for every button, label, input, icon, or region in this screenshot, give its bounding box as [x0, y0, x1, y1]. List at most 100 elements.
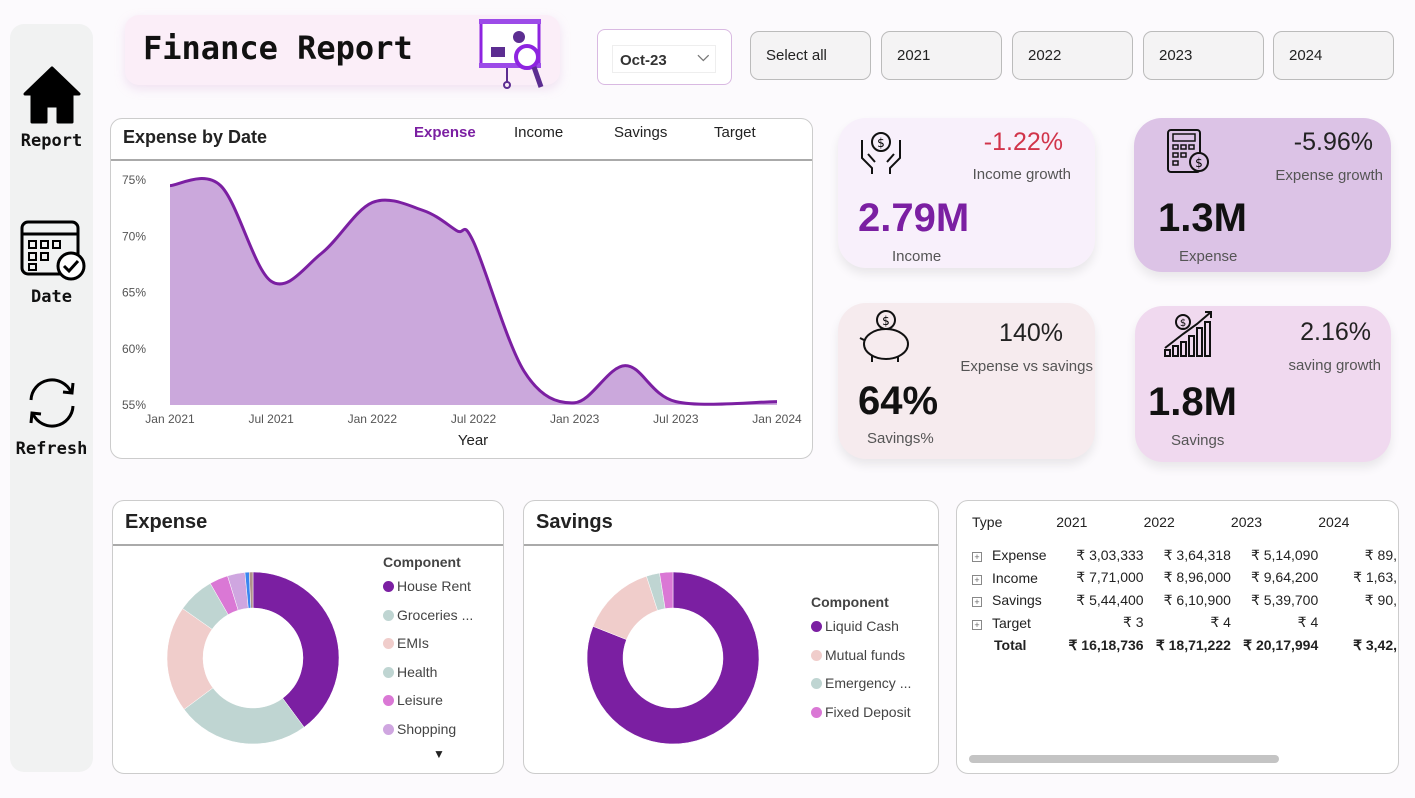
legend-item[interactable]: Leisure: [383, 692, 473, 721]
chart-title: Expense by Date: [123, 127, 268, 147]
year-2022-button[interactable]: 2022: [1012, 31, 1133, 80]
header-2023: 2023: [1230, 514, 1263, 530]
hands-coin-icon: $: [861, 132, 901, 174]
legend-label: Leisure: [397, 692, 443, 708]
legend-item[interactable]: Mutual funds: [811, 647, 911, 676]
legend-item[interactable]: Shopping: [383, 721, 473, 750]
growth-chart-dollar-icon: $: [1164, 311, 1212, 357]
expense-growth-label: Expense growth: [1275, 167, 1383, 184]
legend-swatch: [383, 695, 394, 706]
matrix-table: Type 2021 2022 2023 2024 + Expense ₹ 3,03,…: [972, 514, 1397, 657]
savings-legend: Component Liquid Cash Mutual funds Emergen…: [811, 594, 911, 732]
cell-value: ₹ 3: [1123, 614, 1144, 631]
row-type: Expense: [992, 547, 1047, 564]
saving-growth-label: saving growth: [1288, 357, 1381, 374]
svg-text:$: $: [877, 136, 885, 150]
expand-icon[interactable]: +: [972, 597, 982, 608]
cell-value: ₹ 3,64,318: [1163, 546, 1231, 563]
cell-value: ₹ 4: [1297, 614, 1319, 631]
savings-donut-title: Savings: [536, 511, 613, 533]
cell-value: ₹ 89,: [1364, 546, 1397, 563]
expand-icon[interactable]: +: [972, 619, 982, 630]
tab-target[interactable]: Target: [714, 124, 756, 141]
legend-label: Mutual funds: [825, 646, 906, 663]
legend-item[interactable]: EMIs: [383, 635, 473, 664]
kpi-income-card: $ -1.22% Income growth 2.79M Income: [838, 118, 1095, 268]
home-icon: [23, 66, 80, 124]
legend-item[interactable]: Emergency ...: [811, 675, 911, 704]
expand-icon[interactable]: +: [972, 552, 982, 563]
legend-title: Component: [811, 594, 889, 610]
cell-value: ₹ 3,03,333: [1076, 546, 1144, 563]
horizontal-scrollbar[interactable]: [969, 755, 1279, 763]
row-type: Target: [992, 614, 1031, 631]
divider: [111, 159, 812, 161]
total-value: ₹ 16,18,736: [1068, 636, 1144, 653]
savings-value: 1.8M: [1148, 380, 1237, 424]
income-growth-label: Income growth: [972, 166, 1071, 183]
legend-label: Health: [397, 663, 438, 680]
expand-icon[interactable]: +: [972, 574, 982, 585]
year-2024-button[interactable]: 2024: [1273, 31, 1394, 80]
legend-scroll-down-icon[interactable]: ▼: [433, 747, 445, 761]
income-growth-value: -1.22%: [983, 128, 1063, 156]
nav-date-label: Date: [31, 287, 72, 307]
expense-legend: Component House Rent Groceries ... EMIs Hea…: [383, 554, 473, 749]
nav-date[interactable]: Date: [10, 214, 93, 307]
chevron-down-icon: ⌵: [697, 48, 709, 65]
date-dropdown[interactable]: Oct-23 ⌵: [612, 45, 716, 73]
income-value: 2.79M: [858, 196, 970, 240]
total-value: ₹ 20,17,994: [1243, 636, 1319, 653]
cell-value: ₹ 1,63,: [1353, 569, 1397, 586]
header-2021: 2021: [1056, 514, 1088, 530]
legend-swatch: [383, 609, 394, 621]
date-slicer[interactable]: Oct-23 ⌵: [597, 29, 732, 85]
tab-savings[interactable]: Savings: [614, 124, 668, 141]
kpi-savings-card: $ 2.16% saving growth 1.8M Savings: [1135, 306, 1391, 462]
header-2022: 2022: [1143, 514, 1175, 530]
piggy-bank-icon: $: [859, 310, 909, 362]
legend-item[interactable]: Groceries ...: [383, 607, 473, 636]
row-label: + Income: [972, 567, 1056, 590]
svg-text:$: $: [1195, 156, 1203, 170]
table-row: + Income ₹ 7,71,000 ₹ 8,96,000 ₹ 9,64,200 ₹ 1…: [972, 567, 1397, 590]
nav-refresh[interactable]: Refresh: [10, 372, 93, 459]
header-2024: 2024: [1318, 514, 1350, 530]
legend-title: Component: [383, 554, 461, 570]
row-type: Savings: [992, 592, 1042, 609]
svg-text:$: $: [1180, 318, 1186, 329]
legend-label: Fixed Deposit: [825, 703, 911, 720]
nav-refresh-label: Refresh: [15, 439, 88, 459]
legend-label: House Rent: [397, 578, 471, 594]
total-value: ₹ 18,71,222: [1155, 636, 1231, 653]
kpi-savings-pct-card: $ 140% Expense vs savings 64% Savings%: [838, 303, 1095, 459]
year-select-all-button[interactable]: Select all: [750, 31, 871, 80]
svg-text:$: $: [882, 314, 890, 328]
row-type: Income: [992, 569, 1038, 586]
side-nav: Report Date Refresh: [10, 24, 93, 772]
expense-label: Expense: [1179, 248, 1238, 265]
legend-item[interactable]: Fixed Deposit: [811, 704, 911, 733]
savings-donut-card: Savings Component Liquid Cash Mutual fund…: [523, 500, 939, 774]
cell-value: ₹ 9,64,200: [1250, 569, 1319, 586]
cell-value: ₹ 6,10,900: [1163, 591, 1231, 608]
legend-item[interactable]: Health: [383, 664, 473, 693]
expense-value: 1.3M: [1158, 196, 1247, 240]
savings-pct-label: Savings%: [867, 430, 934, 447]
nav-report[interactable]: Report: [10, 64, 93, 151]
legend-swatch: [811, 678, 822, 689]
nav-report-label: Report: [20, 131, 83, 151]
legend-swatch: [811, 706, 822, 718]
divider: [113, 544, 503, 546]
legend-item[interactable]: Liquid Cash: [811, 618, 911, 647]
year-2023-button[interactable]: 2023: [1143, 31, 1264, 80]
legend-swatch: [383, 581, 394, 592]
legend-item[interactable]: House Rent: [383, 578, 473, 607]
cell-value: ₹ 5,44,400: [1076, 591, 1144, 608]
year-2021-button[interactable]: 2021: [881, 31, 1002, 80]
expense-growth-value: -5.96%: [1293, 128, 1373, 156]
tab-expense[interactable]: Expense: [414, 124, 476, 141]
matrix-viewport: Type 2021 2022 2023 2024 + Expense ₹ 3,03,…: [956, 500, 1397, 750]
legend-swatch: [383, 638, 394, 649]
tab-income[interactable]: Income: [514, 124, 564, 141]
